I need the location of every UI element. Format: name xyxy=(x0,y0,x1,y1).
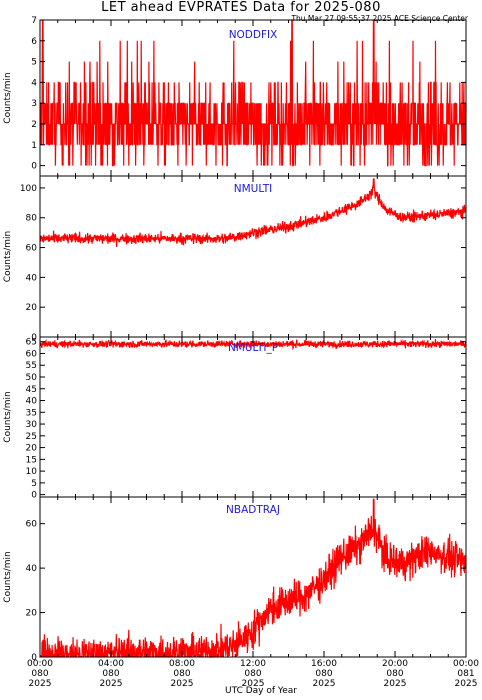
y-axis-label: Counts/min xyxy=(3,391,13,442)
y-axis-label: Counts/min xyxy=(3,231,13,282)
x-tick-label: 080 xyxy=(173,669,190,679)
x-tick-label: 2025 xyxy=(242,679,265,689)
y-tick-label: 60 xyxy=(26,349,38,359)
y-tick-label: 60 xyxy=(26,244,38,254)
x-tick-label: 12:00 xyxy=(240,659,266,669)
y-axis-label: Counts/min xyxy=(3,551,13,602)
y-tick-label: 0 xyxy=(31,162,37,172)
y-tick-label: 4 xyxy=(31,78,37,88)
panel-name-3: NMULTI_P xyxy=(228,342,278,354)
x-tick-label: 00:00 xyxy=(27,659,53,669)
x-tick-label: 16:00 xyxy=(311,659,337,669)
y-tick-label: 2 xyxy=(31,120,37,130)
y-tick-label: 0 xyxy=(31,333,37,343)
y-tick-label: 40 xyxy=(26,273,38,283)
y-tick-label: 55 xyxy=(26,361,37,371)
panel-name-1: NODDFIX xyxy=(229,29,278,41)
panel-3: 05101520253035404550556065Counts/minNMUL… xyxy=(3,336,467,501)
y-tick-label: 45 xyxy=(26,385,37,395)
y-tick-label: 5 xyxy=(31,58,37,68)
panel-1: 0 1 2 3 4 5 6 7 Counts/min NODDFIX xyxy=(3,16,467,177)
y-tick-label: 10 xyxy=(26,467,38,477)
y-tick-label: 60 xyxy=(26,520,38,530)
x-tick-label: 2025 xyxy=(29,679,52,689)
series-line-nmulti xyxy=(39,178,467,247)
plot-frame xyxy=(39,336,467,498)
y-tick-label: 20 xyxy=(26,444,38,454)
x-tick-label: 04:00 xyxy=(98,659,124,669)
y-tick-label: 50 xyxy=(26,373,38,383)
plot-frame xyxy=(39,175,467,338)
x-tick-label: 2025 xyxy=(100,679,123,689)
panel-name-4: NBADTRAJ xyxy=(226,504,280,516)
chart-title: LET ahead EVPRATES Data for 2025-080 xyxy=(101,0,381,15)
y-tick-label: 5 xyxy=(31,479,37,489)
x-axis-label: UTC Day of Year xyxy=(225,686,297,696)
x-tick-label: 080 xyxy=(315,669,332,679)
generation-timestamp: Thu Mar 27 09:55:37 2025 ACE Science Cen… xyxy=(291,14,468,23)
y-tick-label: 100 xyxy=(20,184,37,194)
x-tick-label: 2025 xyxy=(313,679,336,689)
y-tick-label: 0 xyxy=(31,653,37,663)
y-tick-label: 25 xyxy=(26,432,37,442)
y-tick-label: 1 xyxy=(31,141,37,151)
x-tick-label: 080 xyxy=(244,669,261,679)
x-tick-label: 00:00 xyxy=(453,659,479,669)
y-tick-label: 0 xyxy=(31,491,37,501)
y-tick-label: 7 xyxy=(31,16,37,26)
y-tick-label: 80 xyxy=(26,214,38,224)
x-tick-label: 081 xyxy=(457,669,474,679)
x-tick-label: 2025 xyxy=(384,679,407,689)
x-tick-label: 08:00 xyxy=(169,659,195,669)
y-tick-label: 35 xyxy=(26,408,37,418)
x-tick-label: 080 xyxy=(386,669,403,679)
y-tick-label: 15 xyxy=(26,455,37,465)
x-tick-label: 2025 xyxy=(455,679,478,689)
series-line-nbadtraj xyxy=(40,498,467,659)
y-tick-label: 6 xyxy=(31,37,37,47)
x-tick-label: 2025 xyxy=(171,679,194,689)
y-tick-label: 30 xyxy=(26,420,38,430)
x-tick-label: 080 xyxy=(31,669,48,679)
x-tick-label: 20:00 xyxy=(382,659,408,669)
x-tick-label: 080 xyxy=(102,669,119,679)
series-line-noddfix xyxy=(39,19,467,167)
y-tick-label: 3 xyxy=(31,99,37,109)
y-tick-label: 65 xyxy=(26,338,37,348)
series-line-nmulti_p xyxy=(39,338,467,351)
panel-4: 0 20 40 60 Counts/min NBADTRAJ xyxy=(3,496,467,663)
y-tick-label: 20 xyxy=(26,609,38,619)
y-tick-label: 20 xyxy=(26,303,38,313)
y-tick-label: 40 xyxy=(26,564,38,574)
y-axis-label: Counts/min xyxy=(3,72,13,123)
panel-2: 0 20 40 60 80 100 Counts/min NMULTI xyxy=(3,175,467,343)
y-tick-label: 40 xyxy=(26,397,38,407)
panel-name-2: NMULTI xyxy=(234,183,273,195)
